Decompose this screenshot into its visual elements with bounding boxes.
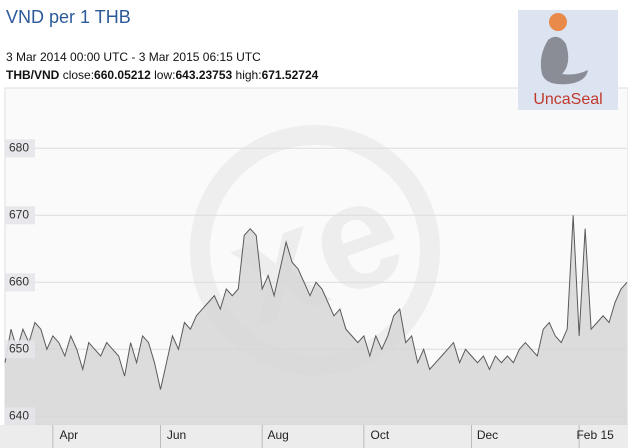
stat-value: 671.52724 bbox=[262, 68, 319, 82]
logo-ball bbox=[549, 13, 567, 31]
chart-title: VND per 1 THB bbox=[6, 7, 131, 27]
pair: THB/VND bbox=[6, 68, 60, 82]
stat-label: high: bbox=[236, 68, 262, 82]
y-tick-label: 650 bbox=[9, 341, 29, 355]
x-tick-label: Jun bbox=[167, 428, 186, 442]
y-tick-box bbox=[5, 273, 35, 292]
y-tick-box bbox=[5, 139, 35, 158]
subtitle: 3 Mar 2014 00:00 UTC - 3 Mar 2015 06:15 … bbox=[6, 50, 261, 64]
stats-line: THB/VND close:660.05212 low:643.23753 hi… bbox=[6, 68, 319, 82]
logo-text: UncaSeal bbox=[533, 91, 602, 108]
x-tick-label: Dec bbox=[477, 428, 498, 442]
logo: UncaSeal bbox=[518, 10, 618, 110]
plot bbox=[4, 147, 628, 425]
y-tick-box bbox=[5, 407, 35, 426]
x-axis-bar bbox=[0, 425, 628, 448]
stat-value: 643.23753 bbox=[175, 68, 232, 82]
y-tick-label: 670 bbox=[9, 207, 29, 221]
x-tick-label: Oct bbox=[371, 428, 390, 442]
stat-label: low: bbox=[154, 68, 175, 82]
x-tick-label: Apr bbox=[60, 428, 79, 442]
axes: 640 650 660 670 680 Apr Jun Aug Oct Dec Feb 15 bbox=[5, 139, 614, 448]
y-tick-box bbox=[5, 206, 35, 225]
stat-value: 660.05212 bbox=[94, 68, 151, 82]
stat-label: close: bbox=[63, 68, 94, 82]
y-tick-label: 640 bbox=[9, 408, 29, 422]
x-tick-label: Feb 15 bbox=[576, 428, 614, 442]
x-tick-label: Aug bbox=[267, 428, 288, 442]
y-tick-label: 680 bbox=[9, 140, 29, 154]
area bbox=[5, 215, 627, 425]
line bbox=[4, 215, 628, 390]
y-tick-box bbox=[5, 340, 35, 359]
logo-seal bbox=[540, 36, 588, 85]
y-tick-label: 660 bbox=[9, 274, 29, 288]
